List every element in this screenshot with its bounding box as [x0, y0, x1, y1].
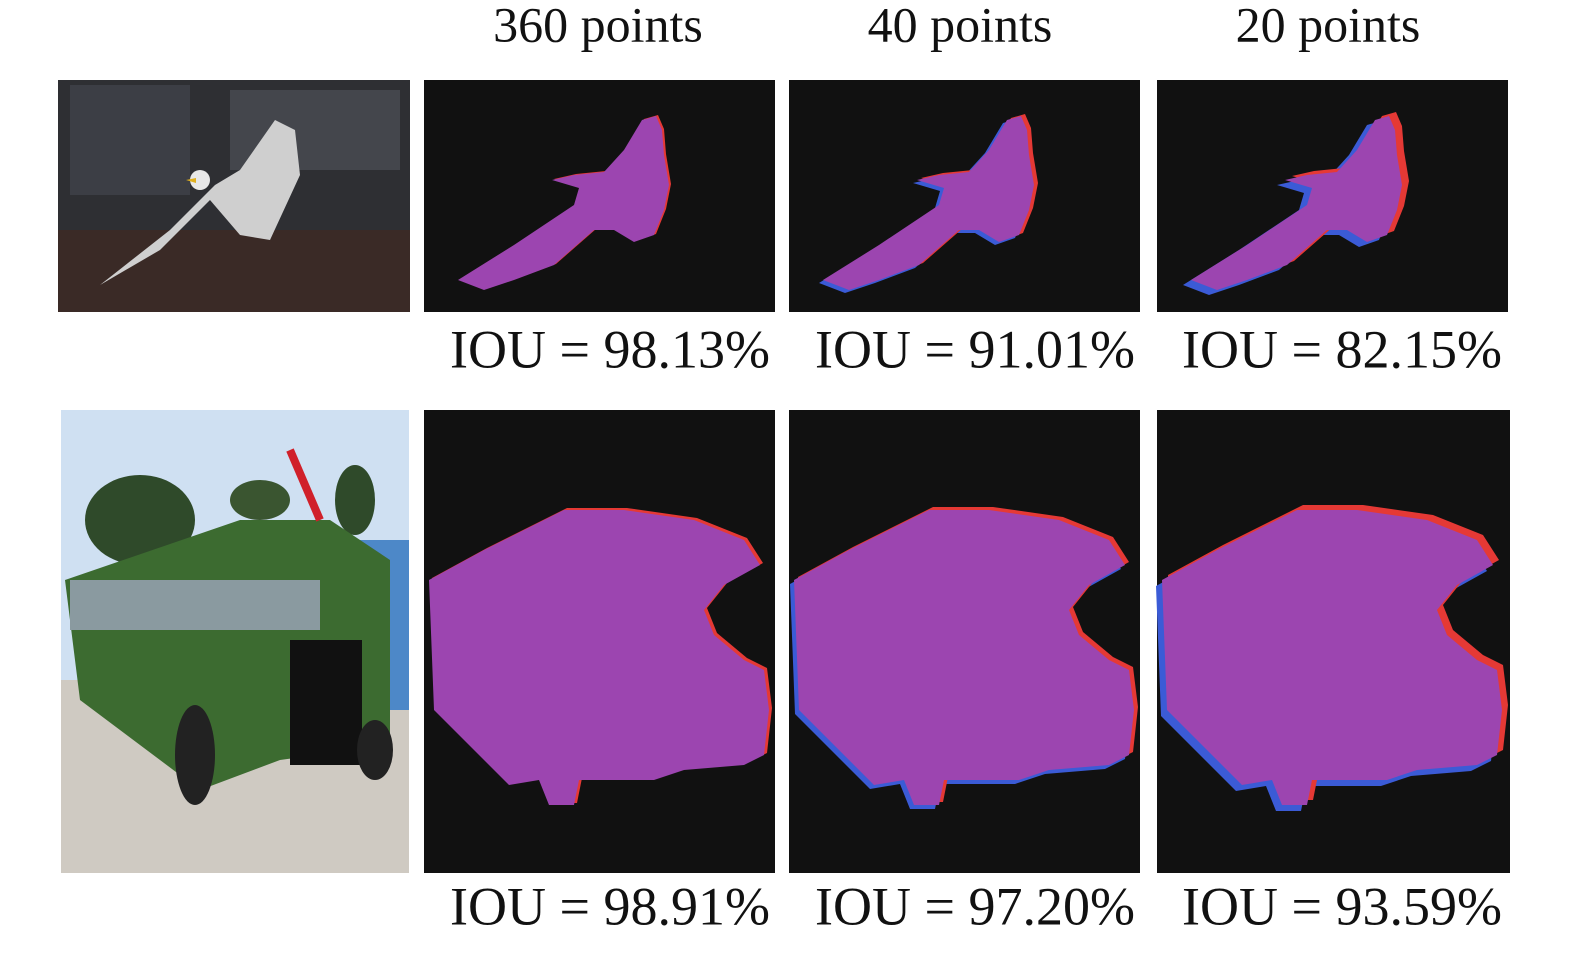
mask-panel [1156, 410, 1510, 873]
shape [190, 170, 210, 190]
iou-label: IOU = 97.20% [815, 876, 1135, 936]
shape [58, 230, 410, 312]
column-header: 360 points [493, 0, 703, 52]
iou-label: IOU = 82.15% [1182, 319, 1502, 379]
iou-label: IOU = 93.59% [1182, 876, 1502, 936]
shape [335, 465, 375, 535]
shape [85, 475, 195, 565]
mask-panel [789, 80, 1140, 312]
iou-label: IOU = 91.01% [815, 319, 1135, 379]
shape [286, 448, 324, 522]
shape [230, 480, 290, 520]
column-header: 20 points [1236, 0, 1421, 52]
mask-panel [789, 410, 1140, 873]
mask-panel [424, 410, 775, 873]
shape [70, 85, 190, 195]
shape [100, 120, 300, 285]
bird-photo [58, 80, 410, 312]
bus-photo [61, 410, 409, 873]
shape [70, 580, 320, 630]
shape [186, 178, 196, 183]
iou-label: IOU = 98.91% [450, 876, 770, 936]
shape [290, 640, 362, 765]
column-header: 40 points [868, 0, 1053, 52]
mask-panel [424, 80, 775, 312]
shape [175, 705, 215, 805]
mask-panel [1157, 80, 1508, 312]
iou-label: IOU = 98.13% [450, 319, 770, 379]
shape [357, 720, 393, 780]
